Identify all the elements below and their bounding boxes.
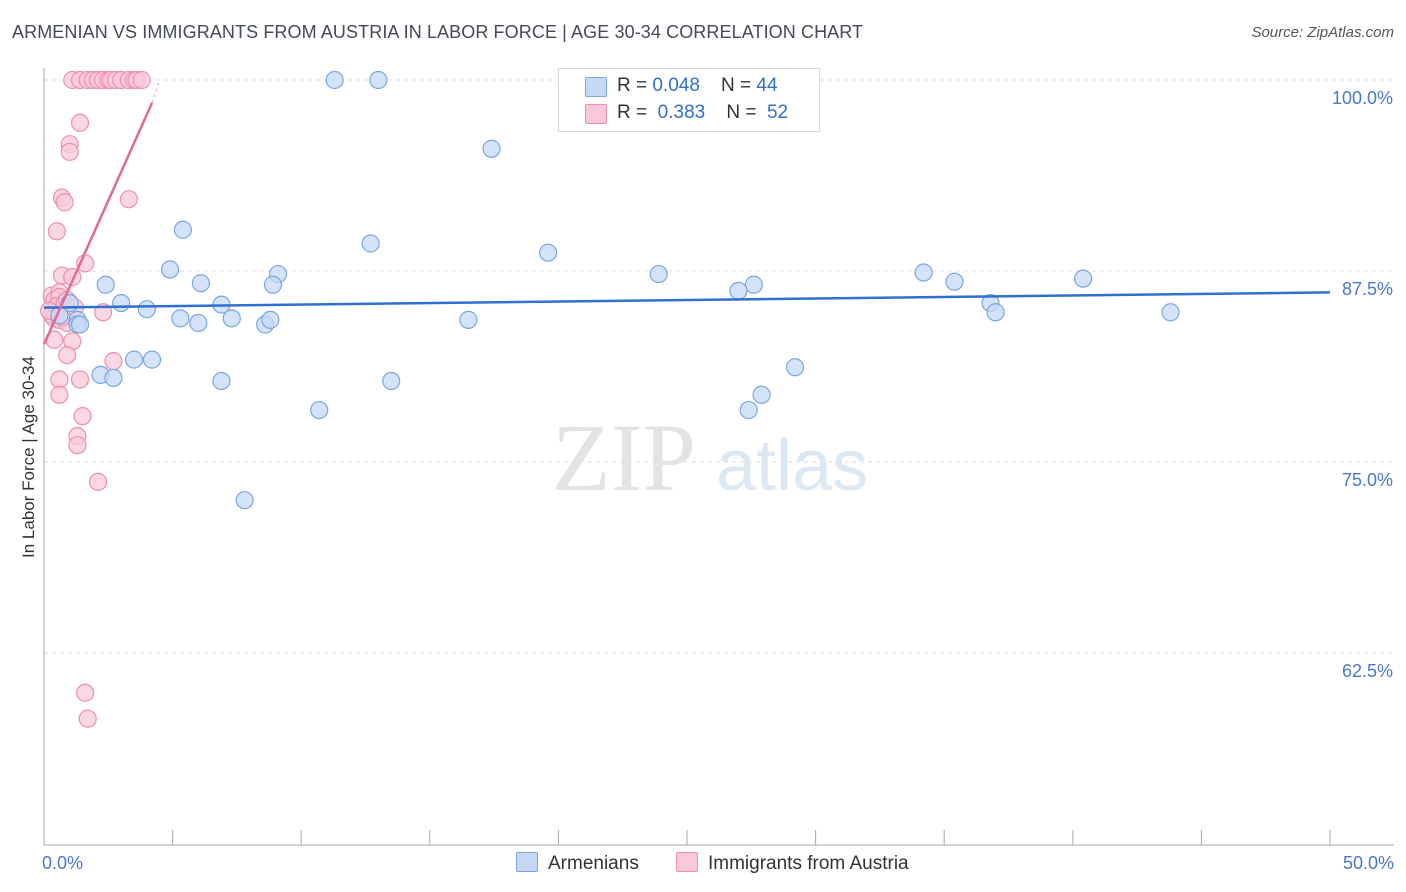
y-tick-label: 87.5% bbox=[1342, 279, 1393, 299]
legend-swatch-austria bbox=[585, 104, 607, 124]
point-armenians bbox=[191, 274, 210, 293]
legend-swatch-armenians bbox=[585, 77, 607, 97]
point-austria bbox=[60, 142, 79, 161]
point-armenians bbox=[142, 350, 162, 369]
point-armenians bbox=[173, 220, 192, 239]
legend-stats-armenians: R = 0.048 N = 44 bbox=[617, 75, 778, 96]
y-axis-tick-labels: 62.5% 75.0% 87.5% 100.0% bbox=[1332, 88, 1393, 681]
point-armenians bbox=[914, 263, 933, 282]
point-armenians bbox=[729, 281, 748, 300]
y-axis-label: In Labor Force | Age 30-34 bbox=[19, 356, 38, 558]
point-armenians bbox=[235, 491, 254, 510]
point-armenians bbox=[124, 350, 144, 369]
point-austria bbox=[55, 193, 74, 212]
point-armenians bbox=[160, 260, 180, 279]
bottom-legend-label-austria: Immigrants from Austria bbox=[708, 853, 909, 874]
point-austria bbox=[132, 70, 151, 90]
point-armenians bbox=[945, 272, 964, 291]
point-austria bbox=[76, 683, 95, 702]
point-austria bbox=[50, 385, 69, 404]
point-armenians bbox=[539, 243, 558, 262]
point-armenians bbox=[752, 385, 771, 404]
bottom-legend-austria: Immigrants from Austria bbox=[676, 852, 909, 875]
y-tick-label: 75.0% bbox=[1342, 470, 1393, 490]
legend-stats-austria: R = 0.383 N = 52 bbox=[617, 102, 789, 123]
point-austria bbox=[58, 345, 77, 365]
point-armenians bbox=[261, 310, 280, 329]
chart-title: ARMENIAN VS IMMIGRANTS FROM AUSTRIA IN L… bbox=[12, 22, 864, 42]
point-austria bbox=[47, 222, 66, 241]
point-austria bbox=[88, 472, 108, 491]
point-armenians bbox=[459, 310, 478, 329]
point-armenians bbox=[739, 400, 758, 420]
point-armenians bbox=[369, 70, 388, 90]
point-armenians bbox=[112, 293, 131, 313]
point-armenians bbox=[310, 400, 329, 420]
point-austria bbox=[119, 190, 138, 209]
series-immigrants-austria-points bbox=[40, 70, 151, 728]
bottom-legend-armenians: Armenians bbox=[516, 852, 639, 875]
x-tick-label-min: 0.0% bbox=[42, 853, 83, 873]
point-austria bbox=[70, 113, 90, 132]
trend-line-armenians bbox=[43, 291, 1331, 309]
point-austria bbox=[70, 370, 90, 389]
point-armenians bbox=[70, 315, 90, 334]
point-armenians bbox=[361, 234, 380, 253]
point-austria bbox=[73, 407, 92, 426]
source-credit: Source: ZipAtlas.com bbox=[1251, 24, 1394, 41]
y-tick-label: 100.0% bbox=[1332, 88, 1393, 108]
watermark-atlas: atlas bbox=[716, 426, 868, 506]
trend-lines bbox=[42, 79, 1331, 345]
x-tick-label-max: 50.0% bbox=[1343, 853, 1394, 873]
axes bbox=[43, 68, 1394, 846]
point-austria bbox=[68, 436, 87, 455]
bottom-legend-swatch-armenians bbox=[516, 852, 538, 872]
point-armenians bbox=[1073, 269, 1093, 288]
point-armenians bbox=[189, 313, 208, 333]
point-armenians bbox=[104, 368, 123, 388]
bottom-legend-label-armenians: Armenians bbox=[548, 853, 639, 874]
point-austria bbox=[104, 352, 123, 371]
gridlines bbox=[44, 79, 1394, 654]
bottom-legend-swatch-austria bbox=[676, 852, 698, 872]
point-armenians bbox=[1161, 303, 1180, 322]
trend-line-austria bbox=[42, 102, 154, 345]
watermark-zip: ZIP bbox=[552, 404, 696, 511]
point-austria bbox=[50, 370, 69, 389]
point-austria bbox=[78, 709, 97, 728]
point-armenians bbox=[222, 309, 241, 328]
watermark: ZIP atlas bbox=[552, 404, 868, 511]
point-armenians bbox=[171, 309, 190, 328]
point-armenians bbox=[263, 275, 283, 294]
point-armenians bbox=[744, 275, 763, 294]
point-armenians bbox=[96, 275, 115, 294]
point-armenians bbox=[212, 371, 231, 391]
trend-line-austria-extension bbox=[151, 79, 161, 104]
point-armenians bbox=[325, 70, 344, 90]
x-axis-ticks bbox=[43, 830, 1331, 845]
point-armenians bbox=[137, 300, 156, 319]
y-tick-label: 62.5% bbox=[1342, 661, 1393, 681]
point-armenians bbox=[382, 371, 401, 391]
point-armenians bbox=[785, 358, 805, 377]
point-armenians bbox=[482, 139, 501, 158]
stats-legend: R = 0.048 N = 44 R = 0.383 N = 52 bbox=[558, 68, 820, 132]
point-armenians bbox=[649, 264, 668, 284]
point-armenians bbox=[986, 303, 1005, 322]
